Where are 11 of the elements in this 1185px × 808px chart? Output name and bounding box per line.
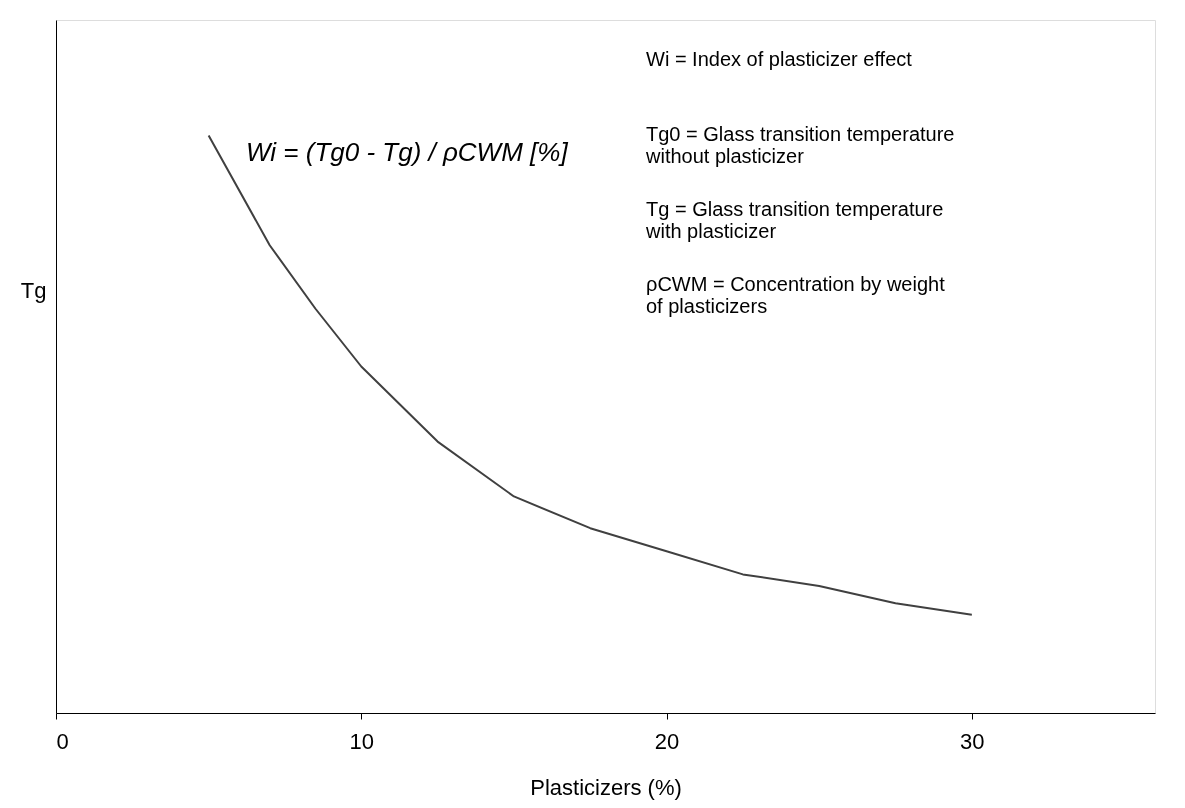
text: Wi = Index of plasticizer effect: [646, 48, 913, 70]
x-tick-label: 0: [56, 728, 69, 754]
annotation: Tg = Glass transition temperature with plasticizer: [645, 198, 944, 242]
x-axis-title: Plasticizers (%): [530, 774, 682, 800]
annotation: Tg0 = Glass transition temperature without plasticizer: [645, 123, 955, 167]
x-tick-label: 20: [654, 728, 680, 754]
y-axis-title: Tg: [20, 277, 47, 303]
annotation: ρCWM = Concentration by weight of plasticizers: [646, 273, 946, 317]
x-tick-label: 30: [960, 728, 985, 754]
x-tick-label: 10: [349, 728, 375, 754]
annotation: Wi = (Tg0 - Tg) / ρCWM [%]: [246, 137, 569, 167]
